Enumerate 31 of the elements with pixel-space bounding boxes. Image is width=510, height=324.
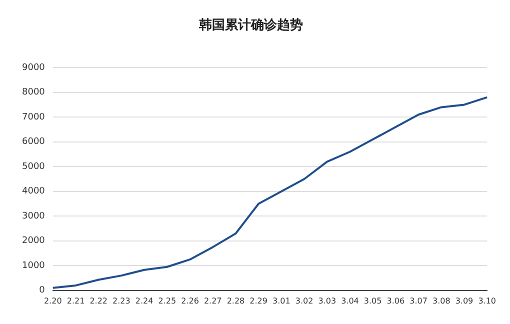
x-tick-label: 2.24 xyxy=(135,296,154,306)
x-tick-label: 2.29 xyxy=(250,296,268,306)
y-tick-label: 4000 xyxy=(22,186,46,197)
x-tick-label: 3.03 xyxy=(318,296,336,306)
x-tick-label: 3.10 xyxy=(478,296,496,306)
x-tick-label: 3.07 xyxy=(410,296,428,306)
y-tick-label: 8000 xyxy=(22,88,46,98)
y-tick-label: 7000 xyxy=(22,112,46,122)
x-tick-label: 3.04 xyxy=(341,296,359,306)
x-tick-label: 3.02 xyxy=(295,296,314,306)
chart-title: 韩国累计确诊趋势 xyxy=(198,17,303,34)
x-tick-label: 2.20 xyxy=(44,296,62,306)
y-tick-label: 5000 xyxy=(22,162,46,172)
x-tick-label: 3.09 xyxy=(455,296,474,306)
x-tick-label: 2.27 xyxy=(204,296,222,306)
x-tick-label: 3.01 xyxy=(272,296,290,306)
x-tick-label: 2.22 xyxy=(90,296,108,306)
y-tick-label: 2000 xyxy=(22,236,46,246)
y-tick-label: 9000 xyxy=(22,62,46,73)
y-tick-label: 3000 xyxy=(22,211,46,222)
x-tick-label: 2.26 xyxy=(181,296,199,306)
x-tick-label: 2.21 xyxy=(66,296,85,306)
x-tick-label: 3.05 xyxy=(364,296,382,306)
x-tick-label: 3.08 xyxy=(432,296,450,306)
y-tick-label: 6000 xyxy=(22,137,46,148)
x-tick-label: 2.23 xyxy=(112,296,130,306)
y-tick-label: 1000 xyxy=(22,260,46,271)
x-tick-label: 2.28 xyxy=(226,296,245,306)
y-tick-label: 0 xyxy=(39,286,46,296)
x-tick-label: 3.06 xyxy=(386,296,405,306)
x-tick-label: 2.25 xyxy=(158,296,176,306)
